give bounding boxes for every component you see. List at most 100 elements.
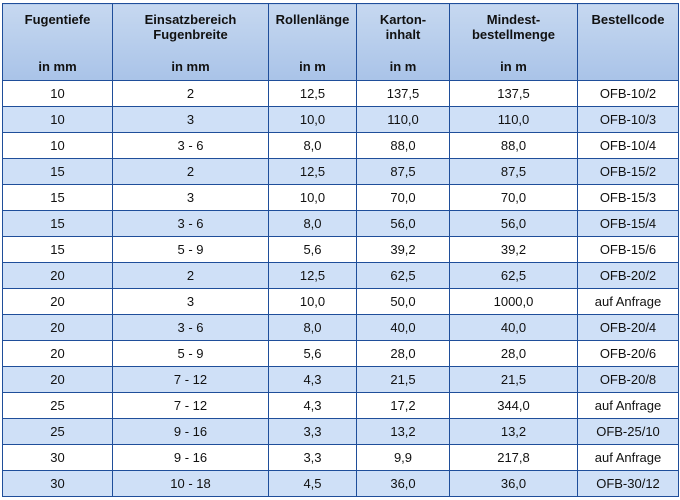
cell-rollenlaenge: 3,3 <box>268 444 357 471</box>
cell-mindestbestellmenge: 56,0 <box>449 210 578 237</box>
cell-mindestbestellmenge: 62,5 <box>449 262 578 289</box>
table-row: 20 2 12,5 62,5 62,5 OFB-20/2 <box>2 262 679 289</box>
cell-fugenbreite: 3 <box>112 288 269 315</box>
header-title: Karton-inhalt <box>358 5 449 42</box>
header-title-line: Fugentiefe <box>24 12 91 27</box>
cell-fugentiefe: 15 <box>2 210 113 237</box>
cell-bestellcode: OFB-10/4 <box>577 132 679 159</box>
table-row: 20 3 10,0 50,0 1000,0 auf Anfrage <box>2 288 679 315</box>
cell-mindestbestellmenge: 88,0 <box>449 132 578 159</box>
cell-bestellcode: OFB-10/3 <box>577 106 679 133</box>
table-row: 20 3 - 6 8,0 40,0 40,0 OFB-20/4 <box>2 314 679 341</box>
header-title: Rollenlänge <box>270 5 356 27</box>
cell-mindestbestellmenge: 344,0 <box>449 392 578 419</box>
cell-mindestbestellmenge: 217,8 <box>449 444 578 471</box>
cell-bestellcode: OFB-20/2 <box>577 262 679 289</box>
cell-kartoninhalt: 137,5 <box>356 80 450 107</box>
table-row: 10 2 12,5 137,5 137,5 OFB-10/2 <box>2 80 679 107</box>
header-unit: in mm <box>38 59 77 74</box>
cell-kartoninhalt: 40,0 <box>356 314 450 341</box>
cell-fugentiefe: 20 <box>2 340 113 367</box>
cell-rollenlaenge: 12,5 <box>268 262 357 289</box>
cell-rollenlaenge: 5,6 <box>268 340 357 367</box>
table-row: 30 9 - 16 3,3 9,9 217,8 auf Anfrage <box>2 444 679 471</box>
table-header: Fugentiefe in mm Einsatzbereich Fugenbreite… <box>2 3 679 81</box>
header-title-line: Bestellcode <box>591 12 665 27</box>
cell-fugentiefe: 20 <box>2 262 113 289</box>
cell-rollenlaenge: 10,0 <box>268 288 357 315</box>
cell-rollenlaenge: 8,0 <box>268 314 357 341</box>
header-title-line: inhalt <box>385 27 421 42</box>
cell-mindestbestellmenge: 70,0 <box>449 184 578 211</box>
table-row: 10 3 - 6 8,0 88,0 88,0 OFB-10/4 <box>2 132 679 159</box>
cell-fugenbreite: 3 - 6 <box>112 132 269 159</box>
cell-rollenlaenge: 12,5 <box>268 158 357 185</box>
table-row: 15 5 - 9 5,6 39,2 39,2 OFB-15/6 <box>2 236 679 263</box>
table-row: 10 3 10,0 110,0 110,0 OFB-10/3 <box>2 106 679 133</box>
header-kartoninhalt: Karton-inhalt in m <box>356 3 450 81</box>
cell-mindestbestellmenge: 39,2 <box>449 236 578 263</box>
cell-fugenbreite: 7 - 12 <box>112 392 269 419</box>
cell-kartoninhalt: 9,9 <box>356 444 450 471</box>
cell-fugentiefe: 20 <box>2 314 113 341</box>
header-title-line: Einsatzbereich <box>144 12 237 27</box>
table-row: 15 3 10,0 70,0 70,0 OFB-15/3 <box>2 184 679 211</box>
cell-kartoninhalt: 88,0 <box>356 132 450 159</box>
cell-fugentiefe: 30 <box>2 444 113 471</box>
cell-fugenbreite: 3 - 6 <box>112 210 269 237</box>
header-title-line: Rollenlänge <box>275 12 350 27</box>
cell-mindestbestellmenge: 36,0 <box>449 470 578 497</box>
header-row: Fugentiefe in mm Einsatzbereich Fugenbreite… <box>2 3 679 81</box>
header-title: Fugentiefe <box>4 5 112 27</box>
cell-fugentiefe: 10 <box>2 80 113 107</box>
cell-kartoninhalt: 50,0 <box>356 288 450 315</box>
cell-mindestbestellmenge: 28,0 <box>449 340 578 367</box>
cell-bestellcode: OFB-15/4 <box>577 210 679 237</box>
cell-mindestbestellmenge: 137,5 <box>449 80 578 107</box>
header-unit: in m <box>299 59 326 74</box>
cell-fugenbreite: 5 - 9 <box>112 236 269 263</box>
cell-mindestbestellmenge: 21,5 <box>449 366 578 393</box>
cell-kartoninhalt: 70,0 <box>356 184 450 211</box>
header-unit: in mm <box>171 59 210 74</box>
product-table: Fugentiefe in mm Einsatzbereich Fugenbreite… <box>2 3 679 497</box>
table-row: 15 2 12,5 87,5 87,5 OFB-15/2 <box>2 158 679 185</box>
table-row: 30 10 - 18 4,5 36,0 36,0 OFB-30/12 <box>2 470 679 497</box>
cell-bestellcode: OFB-15/3 <box>577 184 679 211</box>
header-einsatzbereich: Einsatzbereich Fugenbreite in mm <box>112 3 269 81</box>
cell-kartoninhalt: 87,5 <box>356 158 450 185</box>
cell-kartoninhalt: 110,0 <box>356 106 450 133</box>
cell-fugenbreite: 2 <box>112 80 269 107</box>
cell-bestellcode: OFB-20/6 <box>577 340 679 367</box>
cell-bestellcode: OFB-15/6 <box>577 236 679 263</box>
cell-rollenlaenge: 5,6 <box>268 236 357 263</box>
cell-rollenlaenge: 4,3 <box>268 392 357 419</box>
cell-mindestbestellmenge: 13,2 <box>449 418 578 445</box>
cell-rollenlaenge: 8,0 <box>268 132 357 159</box>
cell-fugentiefe: 15 <box>2 236 113 263</box>
cell-rollenlaenge: 12,5 <box>268 80 357 107</box>
cell-bestellcode: OFB-30/12 <box>577 470 679 497</box>
cell-fugenbreite: 2 <box>112 158 269 185</box>
header-mindestbestellmenge: Mindest-bestellmenge in m <box>449 3 578 81</box>
header-unit: in m <box>389 59 417 74</box>
cell-rollenlaenge: 4,5 <box>268 470 357 497</box>
cell-bestellcode: OFB-25/10 <box>577 418 679 445</box>
cell-kartoninhalt: 28,0 <box>356 340 450 367</box>
cell-fugenbreite: 5 - 9 <box>112 340 269 367</box>
table-row: 20 7 - 12 4,3 21,5 21,5 OFB-20/8 <box>2 366 679 393</box>
table-body: 10 2 12,5 137,5 137,5 OFB-10/2 10 3 10,0 110,0 110… <box>2 80 679 497</box>
cell-fugentiefe: 20 <box>2 288 113 315</box>
header-title: Einsatzbereich Fugenbreite <box>114 5 268 42</box>
header-title-line: Karton- <box>379 12 427 27</box>
table-row: 20 5 - 9 5,6 28,0 28,0 OFB-20/6 <box>2 340 679 367</box>
cell-bestellcode: auf Anfrage <box>577 392 679 419</box>
cell-bestellcode: OFB-10/2 <box>577 80 679 107</box>
cell-bestellcode: auf Anfrage <box>577 288 679 315</box>
cell-bestellcode: OFB-20/4 <box>577 314 679 341</box>
cell-mindestbestellmenge: 1000,0 <box>449 288 578 315</box>
header-title-line: Fugenbreite <box>153 27 228 42</box>
header-title-line: Mindest- <box>486 12 541 27</box>
header-title-line: bestellmenge <box>471 27 556 42</box>
header-unit: in m <box>500 59 527 74</box>
